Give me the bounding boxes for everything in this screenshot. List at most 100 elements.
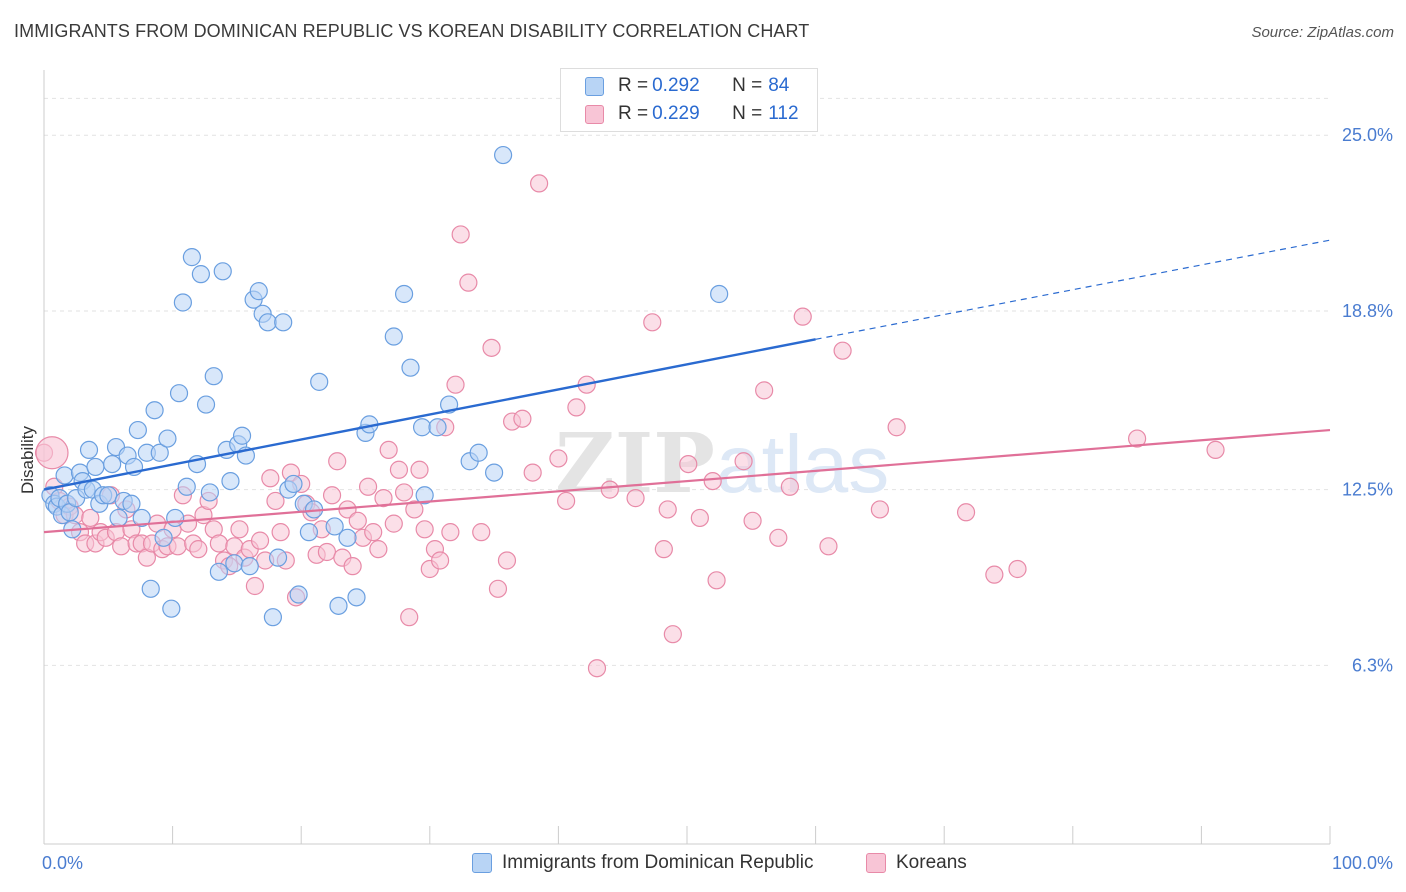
dominican-point [122, 494, 141, 513]
dominican-point [412, 418, 432, 437]
korean-point [441, 523, 460, 542]
korean-point [557, 491, 576, 511]
korean-point [769, 528, 788, 547]
dominican-point [384, 327, 403, 346]
dominican-point [394, 284, 414, 304]
dominican-point [182, 248, 201, 267]
dominican-point [109, 508, 128, 528]
korean-point [374, 489, 393, 508]
korean-point [410, 460, 429, 479]
dominican-point [128, 420, 147, 440]
dominican-point [177, 477, 196, 496]
legend-n-label: N = [732, 103, 763, 124]
korean-point [271, 523, 290, 542]
dominican-point [154, 528, 173, 547]
korean-point [379, 440, 398, 460]
korean-point [488, 579, 508, 598]
dominican-point [79, 440, 99, 460]
grid-lines [44, 97, 1330, 666]
korean-point [626, 489, 645, 508]
korean-point [654, 540, 673, 559]
dominican-point [401, 358, 420, 377]
legend-row-pink: R = 0.229 N = 112 [561, 100, 799, 128]
korean-point [530, 174, 549, 193]
korean-point [600, 480, 619, 499]
dominican-point [249, 282, 268, 301]
korean-point [389, 460, 409, 479]
korean-point [459, 273, 478, 292]
legend-row-blue: R = 0.292 N = 84 [561, 72, 789, 100]
legend-swatch-pink [866, 853, 886, 873]
dominican-point [204, 367, 223, 386]
legend-swatch-pink [585, 104, 604, 124]
korean-point [703, 471, 722, 491]
korean-point [643, 313, 662, 332]
dominican-trend-line [43, 338, 816, 491]
correlation-legend: R = 0.292 N = 84 R = 0.229 N = 112 [560, 68, 818, 132]
dominican-point [284, 474, 303, 494]
korean-point [451, 225, 470, 244]
korean-point [679, 454, 698, 474]
dominican-point [240, 557, 259, 576]
korean-point [985, 565, 1004, 584]
legend-swatch-blue [472, 853, 492, 873]
korean-point [405, 500, 424, 519]
korean-point [690, 508, 709, 528]
legend-swatch-blue [585, 76, 604, 96]
legend-n-label: N = [732, 75, 763, 96]
dominican-point [347, 588, 366, 607]
dominican-point [200, 483, 219, 502]
korean-point [358, 477, 378, 496]
korean-point [1127, 429, 1147, 448]
korean-point [446, 375, 465, 394]
korean-point [743, 511, 762, 530]
dominican-point [162, 599, 181, 618]
korean-point [587, 659, 607, 678]
korean-point [400, 608, 419, 627]
x-tick-label: 100.0% [1332, 853, 1393, 873]
dominican-point [310, 372, 329, 391]
korean-point [317, 542, 337, 562]
legend-n-value: 84 [768, 75, 790, 96]
dominican-point [469, 443, 488, 462]
dominican-point [213, 262, 232, 281]
dominican-point [299, 523, 319, 542]
dominican-point [150, 443, 169, 462]
korean-point [415, 520, 434, 539]
dominican-point [221, 471, 240, 491]
dominican-point [263, 608, 283, 627]
source-label: Source: ZipAtlas.com [1251, 24, 1394, 41]
korean-point [833, 341, 852, 360]
legend-label: Immigrants from Dominican Republic [502, 852, 814, 873]
dominican-point [232, 426, 252, 445]
korean-point [261, 469, 280, 488]
dominican-point [103, 454, 122, 474]
korean-point [513, 409, 532, 428]
dominican-point [166, 508, 185, 528]
korean-point [780, 477, 799, 496]
legend-r-value: 0.229 [652, 103, 700, 124]
dominican-point [132, 508, 151, 528]
korean-point [658, 500, 677, 519]
korean-point [112, 537, 131, 556]
korean-point [250, 531, 270, 550]
korean-point-large [35, 436, 69, 470]
dominican-point [274, 313, 293, 332]
korean-point [1008, 559, 1027, 579]
chart-title: IMMIGRANTS FROM DOMINICAN REPUBLIC VS KO… [14, 21, 810, 41]
tick-labels: 6.3% 12.5% 18.8% 25.0% 0.0% 100.0% [42, 125, 1393, 873]
dominican-point [485, 463, 504, 482]
korean-trend-line [43, 428, 1331, 534]
dominican-point [158, 429, 177, 448]
korean-point [482, 338, 501, 357]
korean-point [707, 571, 726, 590]
dominican-trend-extension [815, 239, 1331, 340]
korean-point [322, 486, 342, 505]
korean-point [1206, 440, 1225, 460]
legend-r-value: 0.292 [652, 75, 700, 96]
dominican-point [428, 418, 447, 437]
dominican-point [141, 579, 160, 598]
dominican-point [173, 293, 192, 312]
korean-point [369, 540, 388, 559]
